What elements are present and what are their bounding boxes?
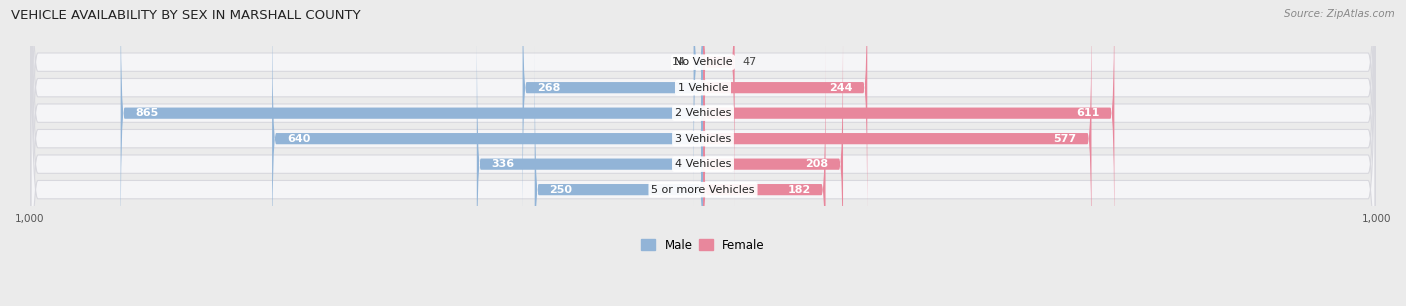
Legend: Male, Female: Male, Female (641, 239, 765, 252)
Text: 640: 640 (287, 134, 311, 144)
Text: No Vehicle: No Vehicle (673, 57, 733, 67)
FancyBboxPatch shape (31, 0, 1375, 306)
FancyBboxPatch shape (703, 0, 1091, 286)
FancyBboxPatch shape (273, 0, 703, 286)
FancyBboxPatch shape (477, 17, 703, 306)
Text: 336: 336 (492, 159, 515, 169)
FancyBboxPatch shape (703, 0, 1115, 260)
Text: 182: 182 (787, 185, 811, 195)
FancyBboxPatch shape (31, 0, 1375, 306)
Text: 577: 577 (1053, 134, 1077, 144)
Text: 14: 14 (672, 57, 686, 67)
FancyBboxPatch shape (703, 17, 844, 306)
FancyBboxPatch shape (703, 0, 735, 210)
FancyBboxPatch shape (693, 0, 703, 210)
Text: 865: 865 (135, 108, 159, 118)
Text: VEHICLE AVAILABILITY BY SEX IN MARSHALL COUNTY: VEHICLE AVAILABILITY BY SEX IN MARSHALL … (11, 9, 361, 22)
FancyBboxPatch shape (31, 0, 1375, 306)
Text: 5 or more Vehicles: 5 or more Vehicles (651, 185, 755, 195)
FancyBboxPatch shape (31, 0, 1375, 306)
Text: 611: 611 (1076, 108, 1099, 118)
FancyBboxPatch shape (703, 42, 825, 306)
Text: 208: 208 (806, 159, 828, 169)
FancyBboxPatch shape (121, 0, 703, 260)
Text: 268: 268 (537, 83, 561, 93)
Text: 244: 244 (830, 83, 852, 93)
FancyBboxPatch shape (534, 42, 703, 306)
Text: 47: 47 (742, 57, 756, 67)
Text: 4 Vehicles: 4 Vehicles (675, 159, 731, 169)
FancyBboxPatch shape (31, 0, 1375, 306)
FancyBboxPatch shape (703, 0, 868, 235)
FancyBboxPatch shape (31, 0, 1375, 306)
Text: Source: ZipAtlas.com: Source: ZipAtlas.com (1284, 9, 1395, 19)
Text: 2 Vehicles: 2 Vehicles (675, 108, 731, 118)
Text: 250: 250 (550, 185, 572, 195)
Text: 1 Vehicle: 1 Vehicle (678, 83, 728, 93)
Text: 3 Vehicles: 3 Vehicles (675, 134, 731, 144)
FancyBboxPatch shape (523, 0, 703, 235)
